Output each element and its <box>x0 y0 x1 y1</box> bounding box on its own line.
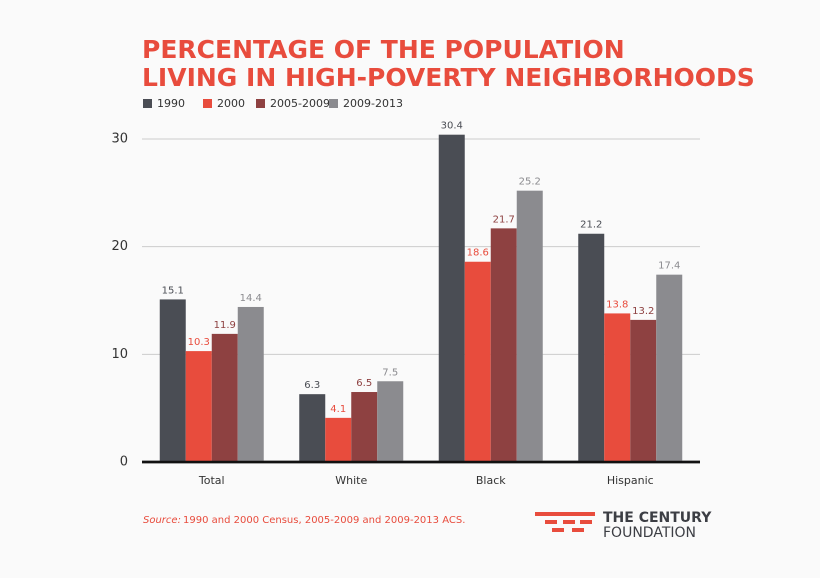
value-label: 21.7 <box>493 214 515 225</box>
value-label: 15.1 <box>162 285 184 296</box>
value-label: 10.3 <box>188 337 210 348</box>
legend-swatch <box>256 99 265 108</box>
value-label: 25.2 <box>519 177 541 188</box>
bar <box>377 381 404 462</box>
legend-label: 2005-2009 <box>270 97 330 110</box>
bar <box>351 392 378 462</box>
bar <box>578 233 605 462</box>
y-tick-label: 10 <box>111 347 128 362</box>
value-label: 6.3 <box>304 380 320 391</box>
y-tick-label: 30 <box>111 132 128 147</box>
source-text: 1990 and 2000 Census, 2005-2009 and 2009… <box>183 515 465 526</box>
x-tick-label: Black <box>476 474 506 487</box>
value-label: 18.6 <box>467 248 489 259</box>
bar <box>656 274 683 462</box>
legend-label: 2000 <box>217 97 245 110</box>
logo-mark <box>535 512 595 532</box>
legend-swatch <box>143 99 152 108</box>
value-label: 21.2 <box>580 220 602 231</box>
value-label: 30.4 <box>441 121 463 132</box>
value-label: 7.5 <box>382 367 398 378</box>
logo-text: FOUNDATION <box>603 525 696 541</box>
bar <box>237 306 264 462</box>
value-label: 6.5 <box>356 378 372 389</box>
x-tick-label: Hispanic <box>607 474 654 487</box>
value-label: 11.9 <box>214 320 236 331</box>
bar <box>438 134 465 462</box>
value-label: 14.4 <box>240 293 262 304</box>
logo-text: THE CENTURY <box>603 510 712 526</box>
value-label: 13.2 <box>632 306 654 317</box>
source-label: Source: <box>143 515 181 526</box>
chart-title: PERCENTAGE OF THE POPULATION <box>142 35 625 64</box>
legend-swatch <box>203 99 212 108</box>
value-label: 13.8 <box>606 299 628 310</box>
legend-label: 1990 <box>157 97 185 110</box>
bar <box>490 228 517 462</box>
bar <box>185 351 212 462</box>
value-label: 17.4 <box>658 261 680 272</box>
bar <box>464 261 491 462</box>
y-tick-label: 0 <box>120 455 128 470</box>
bar <box>299 394 326 462</box>
bar <box>159 299 186 462</box>
bar <box>604 313 631 462</box>
bar <box>211 333 238 462</box>
x-tick-label: White <box>335 474 367 487</box>
legend-swatch <box>329 99 338 108</box>
bar <box>630 319 657 462</box>
bar <box>516 190 543 462</box>
legend-label: 2009-2013 <box>343 97 403 110</box>
value-label: 4.1 <box>330 404 346 415</box>
chart-title: LIVING IN HIGH-POVERTY NEIGHBORHOODS <box>142 63 755 92</box>
bar <box>325 417 352 462</box>
x-tick-label: Total <box>198 474 225 487</box>
y-tick-label: 20 <box>111 239 128 254</box>
